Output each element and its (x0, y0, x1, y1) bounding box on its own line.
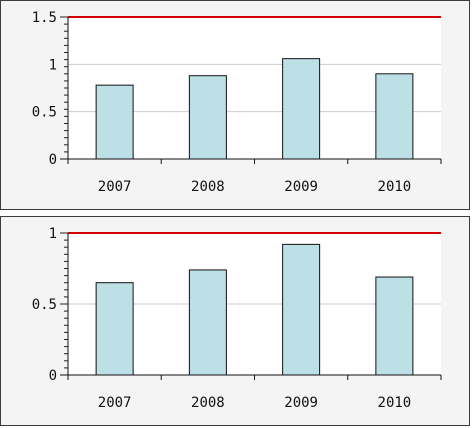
y-tick-label: 0.5 (32, 297, 57, 313)
bar-2009 (282, 243, 321, 376)
chart-panel-bottom: 0 0.5 1 2007 2008 2009 2010 (0, 216, 470, 426)
x-tick-label: 2010 (378, 179, 412, 195)
bar-2008 (188, 269, 227, 376)
y-tick-label: 0 (49, 152, 57, 168)
x-tick-label: 2008 (191, 179, 225, 195)
y-tick-label: 0.5 (32, 105, 57, 121)
bar-2007 (95, 84, 134, 160)
bar-chart-top: 0 0.5 1 1.5 2007 2008 2009 2010 (32, 10, 442, 195)
x-tick-label: 2008 (191, 395, 225, 411)
y-tick-label: 1 (49, 57, 57, 73)
x-tick-label: 2010 (378, 395, 412, 411)
x-tick-label: 2007 (98, 395, 132, 411)
bar-2010 (375, 276, 414, 376)
bar-2010 (375, 73, 414, 160)
x-tick-label: 2009 (284, 395, 318, 411)
chart-panel-top: 0 0.5 1 1.5 2007 2008 2009 2010 (0, 0, 470, 210)
y-tick-label: 1 (49, 226, 57, 242)
bar-chart-bottom: 0 0.5 1 2007 2008 2009 2010 (32, 226, 442, 411)
bar-2009 (282, 58, 321, 160)
bar-2008 (188, 75, 227, 160)
x-tick-label: 2009 (284, 179, 318, 195)
bar-2007 (95, 282, 134, 376)
y-tick-label: 1.5 (32, 10, 57, 26)
x-tick-label: 2007 (98, 179, 132, 195)
y-tick-label: 0 (49, 368, 57, 384)
